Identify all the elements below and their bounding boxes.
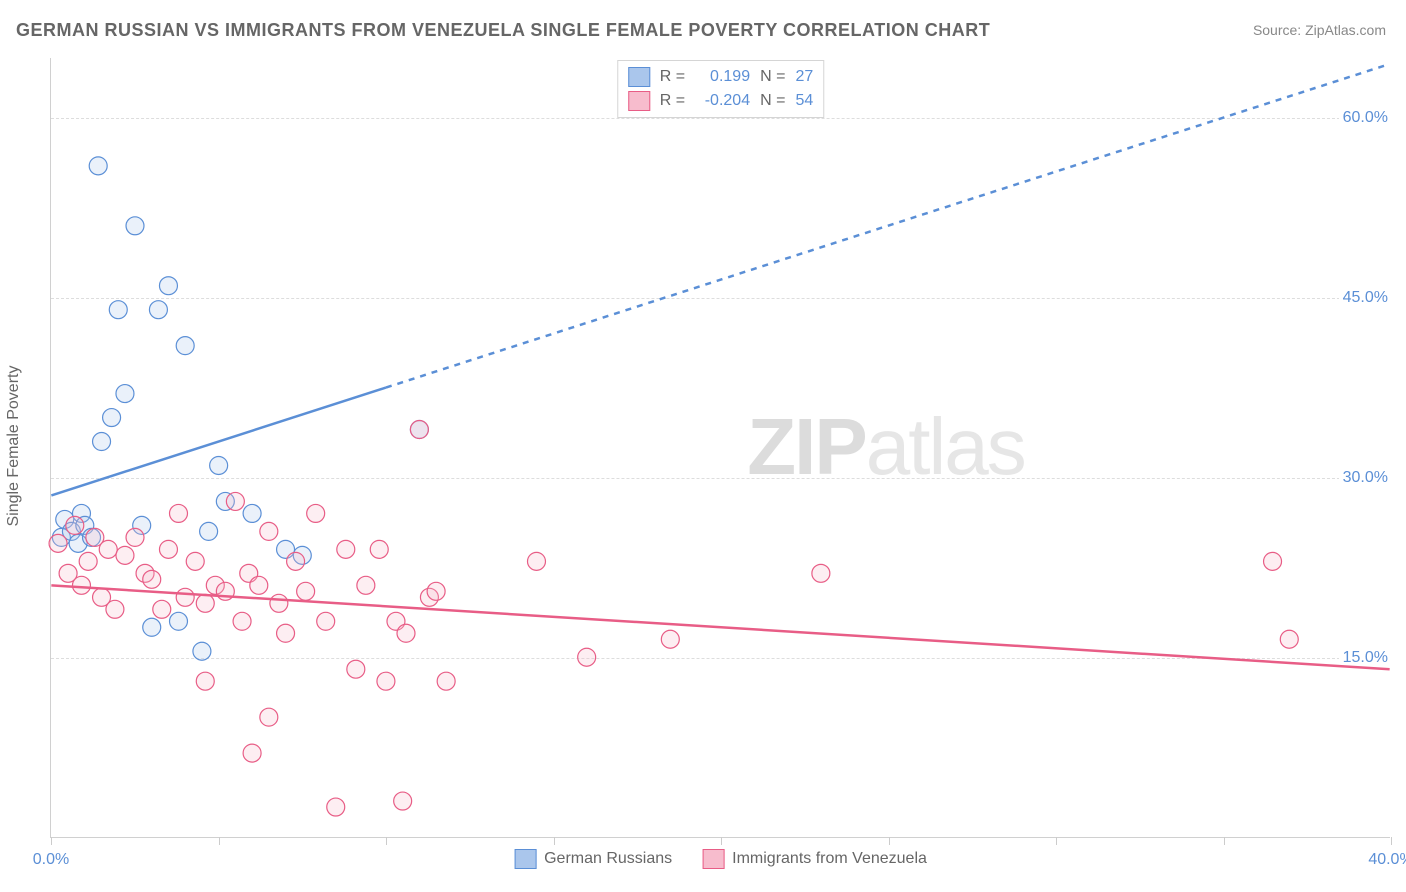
stat-n-value: 27: [795, 68, 813, 86]
data-point: [79, 552, 97, 570]
data-point: [93, 433, 111, 451]
x-tick: [554, 837, 555, 845]
data-point: [89, 157, 107, 175]
data-point: [347, 660, 365, 678]
data-point: [250, 576, 268, 594]
x-tick: [51, 837, 52, 845]
stat-n-value: 54: [795, 92, 813, 110]
data-point: [410, 421, 428, 439]
data-point: [200, 522, 218, 540]
data-point: [99, 540, 117, 558]
data-point: [1280, 630, 1298, 648]
stats-legend: R = 0.199 N = 27 R = -0.204 N = 54: [617, 60, 824, 118]
chart-container: GERMAN RUSSIAN VS IMMIGRANTS FROM VENEZU…: [0, 0, 1406, 892]
data-point: [159, 277, 177, 295]
data-point: [307, 504, 325, 522]
data-point: [49, 534, 67, 552]
legend-label: German Russians: [544, 850, 672, 868]
data-point: [327, 798, 345, 816]
data-point: [243, 504, 261, 522]
data-point: [196, 594, 214, 612]
data-point: [1264, 552, 1282, 570]
data-point: [170, 612, 188, 630]
data-point: [437, 672, 455, 690]
data-point: [337, 540, 355, 558]
legend-swatch: [702, 849, 724, 869]
stat-n-label: N =: [760, 92, 785, 110]
data-point: [277, 624, 295, 642]
data-point: [103, 409, 121, 427]
stats-row: R = -0.204 N = 54: [628, 89, 813, 113]
data-point: [126, 528, 144, 546]
data-point: [427, 582, 445, 600]
data-point: [159, 540, 177, 558]
x-tick: [721, 837, 722, 845]
data-point: [317, 612, 335, 630]
data-point: [176, 588, 194, 606]
data-point: [260, 522, 278, 540]
x-tick-label: 0.0%: [33, 851, 69, 869]
data-point: [226, 492, 244, 510]
stat-n-label: N =: [760, 68, 785, 86]
x-tick: [386, 837, 387, 845]
data-point: [297, 582, 315, 600]
data-point: [578, 648, 596, 666]
data-point: [370, 540, 388, 558]
data-point: [210, 456, 228, 474]
data-point: [243, 744, 261, 762]
bottom-legend: German Russians Immigrants from Venezuela: [514, 849, 927, 869]
data-point: [196, 672, 214, 690]
data-point: [116, 385, 134, 403]
stat-r-label: R =: [660, 92, 685, 110]
data-point: [72, 576, 90, 594]
legend-swatch: [628, 91, 650, 111]
data-point: [109, 301, 127, 319]
data-point: [143, 618, 161, 636]
data-point: [66, 516, 84, 534]
data-point: [176, 337, 194, 355]
plot-area: ZIPatlas 15.0%30.0%45.0%60.0% 0.0%40.0% …: [50, 58, 1390, 838]
legend-label: Immigrants from Venezuela: [732, 850, 927, 868]
data-point: [116, 546, 134, 564]
x-tick: [219, 837, 220, 845]
chart-svg: [51, 58, 1390, 837]
data-point: [260, 708, 278, 726]
x-tick: [1056, 837, 1057, 845]
source-label: Source: ZipAtlas.com: [1253, 22, 1386, 38]
x-tick-label: 40.0%: [1368, 851, 1406, 869]
chart-title: GERMAN RUSSIAN VS IMMIGRANTS FROM VENEZU…: [16, 20, 990, 41]
stat-r-value: -0.204: [695, 92, 750, 110]
x-tick: [1224, 837, 1225, 845]
data-point: [170, 504, 188, 522]
y-axis-title: Single Female Poverty: [5, 366, 23, 527]
legend-item: Immigrants from Venezuela: [702, 849, 927, 869]
data-point: [153, 600, 171, 618]
trend-line-extrapolated: [386, 64, 1390, 388]
data-point: [149, 301, 167, 319]
data-point: [106, 600, 124, 618]
x-tick: [1391, 837, 1392, 845]
legend-swatch: [628, 67, 650, 87]
data-point: [186, 552, 204, 570]
data-point: [527, 552, 545, 570]
legend-swatch: [514, 849, 536, 869]
stats-row: R = 0.199 N = 27: [628, 65, 813, 89]
data-point: [812, 564, 830, 582]
data-point: [233, 612, 251, 630]
data-point: [357, 576, 375, 594]
data-point: [661, 630, 679, 648]
data-point: [126, 217, 144, 235]
data-point: [143, 570, 161, 588]
data-point: [394, 792, 412, 810]
data-point: [287, 552, 305, 570]
data-point: [193, 642, 211, 660]
data-point: [270, 594, 288, 612]
trend-line: [51, 585, 1389, 669]
x-tick: [889, 837, 890, 845]
data-point: [377, 672, 395, 690]
stat-r-value: 0.199: [695, 68, 750, 86]
stat-r-label: R =: [660, 68, 685, 86]
data-point: [397, 624, 415, 642]
legend-item: German Russians: [514, 849, 672, 869]
